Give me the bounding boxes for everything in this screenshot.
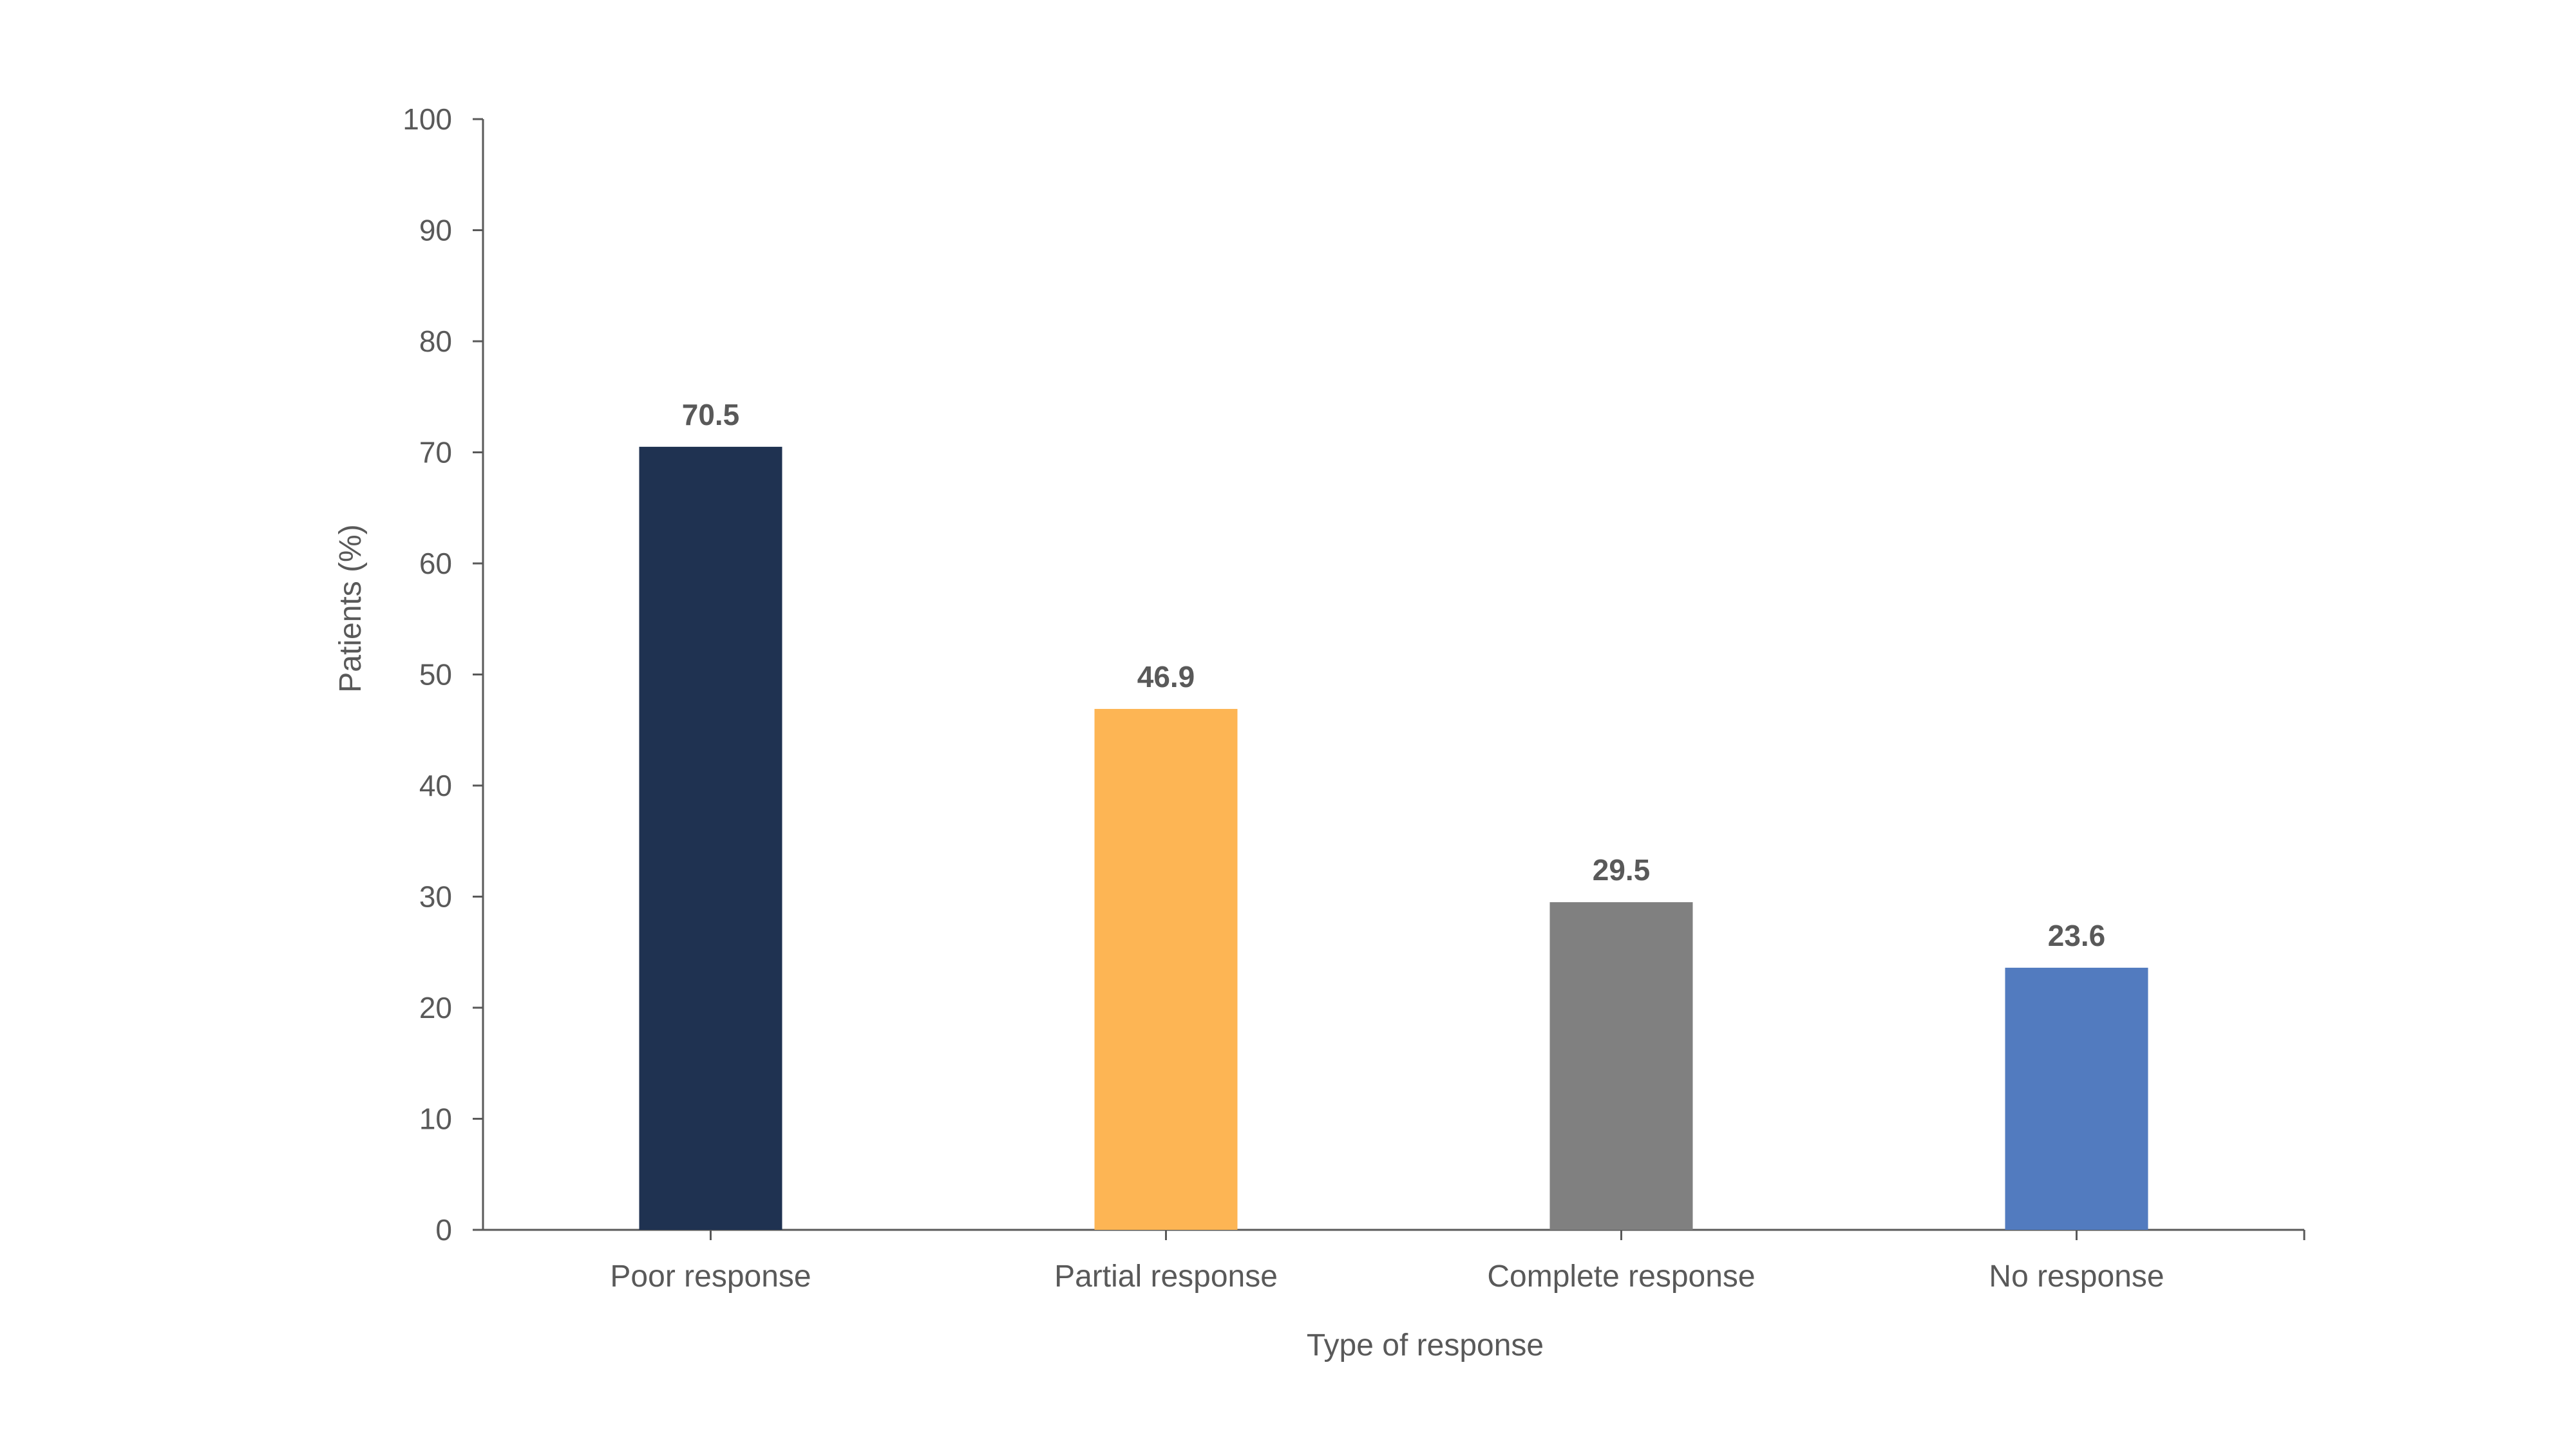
x-category-label: Partial response [1054,1259,1278,1294]
bar [1094,708,1238,1230]
y-tick-label: 60 [419,547,452,580]
category-labels: Poor response Partial response Complete re… [610,1259,2164,1294]
bar-data-label: 23.6 [2048,919,2106,952]
y-tick-label: 30 [419,880,452,914]
bar-data-label: 29.5 [1593,853,1651,887]
x-axis-title: Type of response [1307,1328,1544,1362]
y-tick-label: 50 [419,658,452,692]
y-tick-label: 90 [419,214,452,247]
bars [639,446,2148,1230]
x-axis [483,1229,2306,1240]
y-tick-label: 20 [419,991,452,1024]
bar [1549,902,1693,1230]
bar [2005,967,2148,1230]
x-category-label: No response [1989,1259,2164,1294]
y-axis-title: Patients (%) [334,524,368,692]
y-tick-label: 10 [419,1102,452,1136]
y-tick-label: 70 [419,436,452,469]
bar-data-label: 70.5 [682,398,740,431]
y-tick-label: 40 [419,769,452,802]
x-category-label: Poor response [610,1259,811,1294]
y-axis: 0 10 20 30 40 50 60 70 80 90 100 [402,102,484,1247]
bar [639,446,782,1230]
y-tick-label: 0 [435,1213,452,1247]
bar-data-label: 46.9 [1137,660,1195,693]
x-category-label: Complete response [1487,1259,1755,1294]
data-labels: 70.5 46.9 29.5 23.6 [682,398,2106,952]
y-tick-label: 80 [419,325,452,358]
y-tick-label: 100 [402,102,452,136]
